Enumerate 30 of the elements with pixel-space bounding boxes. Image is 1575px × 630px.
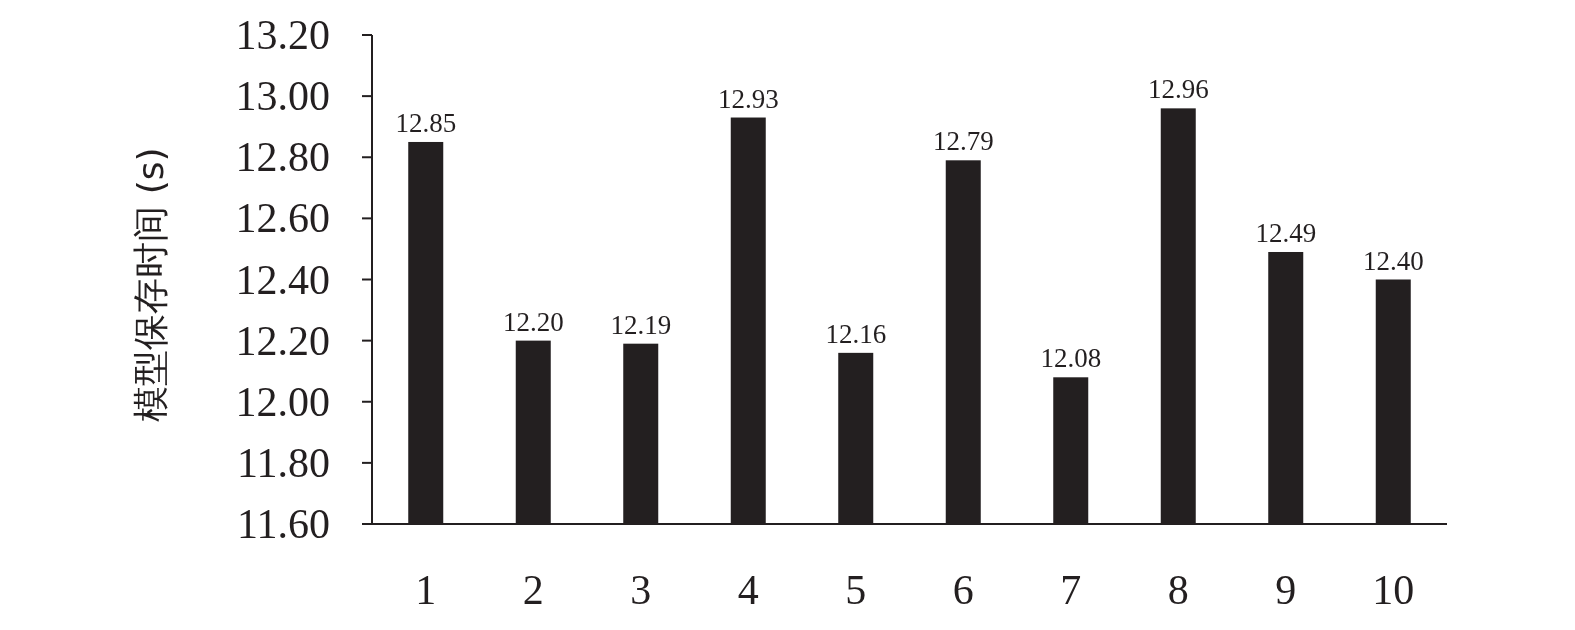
data-label: 12.93 bbox=[717, 83, 779, 114]
data-label: 12.49 bbox=[1255, 217, 1317, 248]
data-label: 12.96 bbox=[1147, 74, 1209, 105]
data-label: 12.16 bbox=[825, 318, 887, 349]
data-label: 12.79 bbox=[932, 126, 994, 157]
y-tick-label: 12.00 bbox=[235, 378, 330, 425]
y-tick-label: 12.80 bbox=[235, 134, 330, 181]
x-tick-label: 8 bbox=[1167, 567, 1189, 613]
y-tick-label: 12.40 bbox=[235, 256, 330, 303]
y-tick-label: 13.00 bbox=[235, 73, 330, 120]
data-label: 12.08 bbox=[1040, 343, 1102, 374]
x-tick-label: 7 bbox=[1060, 567, 1082, 613]
x-tick-label: 9 bbox=[1275, 567, 1297, 613]
data-label: 12.40 bbox=[1362, 245, 1424, 276]
y-tick-label: 12.20 bbox=[235, 317, 330, 364]
x-tick-label: 10 bbox=[1372, 567, 1415, 613]
x-tick-label: 5 bbox=[845, 567, 867, 613]
y-tick-label: 11.80 bbox=[237, 439, 330, 486]
x-tick-label: 2 bbox=[522, 567, 544, 613]
x-tick-label: 4 bbox=[737, 567, 759, 613]
y-tick-label: 11.60 bbox=[237, 501, 330, 547]
y-axis-title: 模型保存时间 (s) bbox=[129, 147, 171, 422]
x-tick-label: 3 bbox=[630, 567, 652, 613]
x-tick-label: 1 bbox=[415, 567, 437, 613]
data-label: 12.19 bbox=[610, 309, 672, 340]
y-tick-label: 12.60 bbox=[235, 195, 330, 242]
data-label: 12.20 bbox=[502, 306, 564, 337]
y-tick-label: 13.20 bbox=[235, 12, 330, 58]
data-label: 12.85 bbox=[395, 107, 457, 138]
x-tick-label: 6 bbox=[952, 567, 974, 613]
